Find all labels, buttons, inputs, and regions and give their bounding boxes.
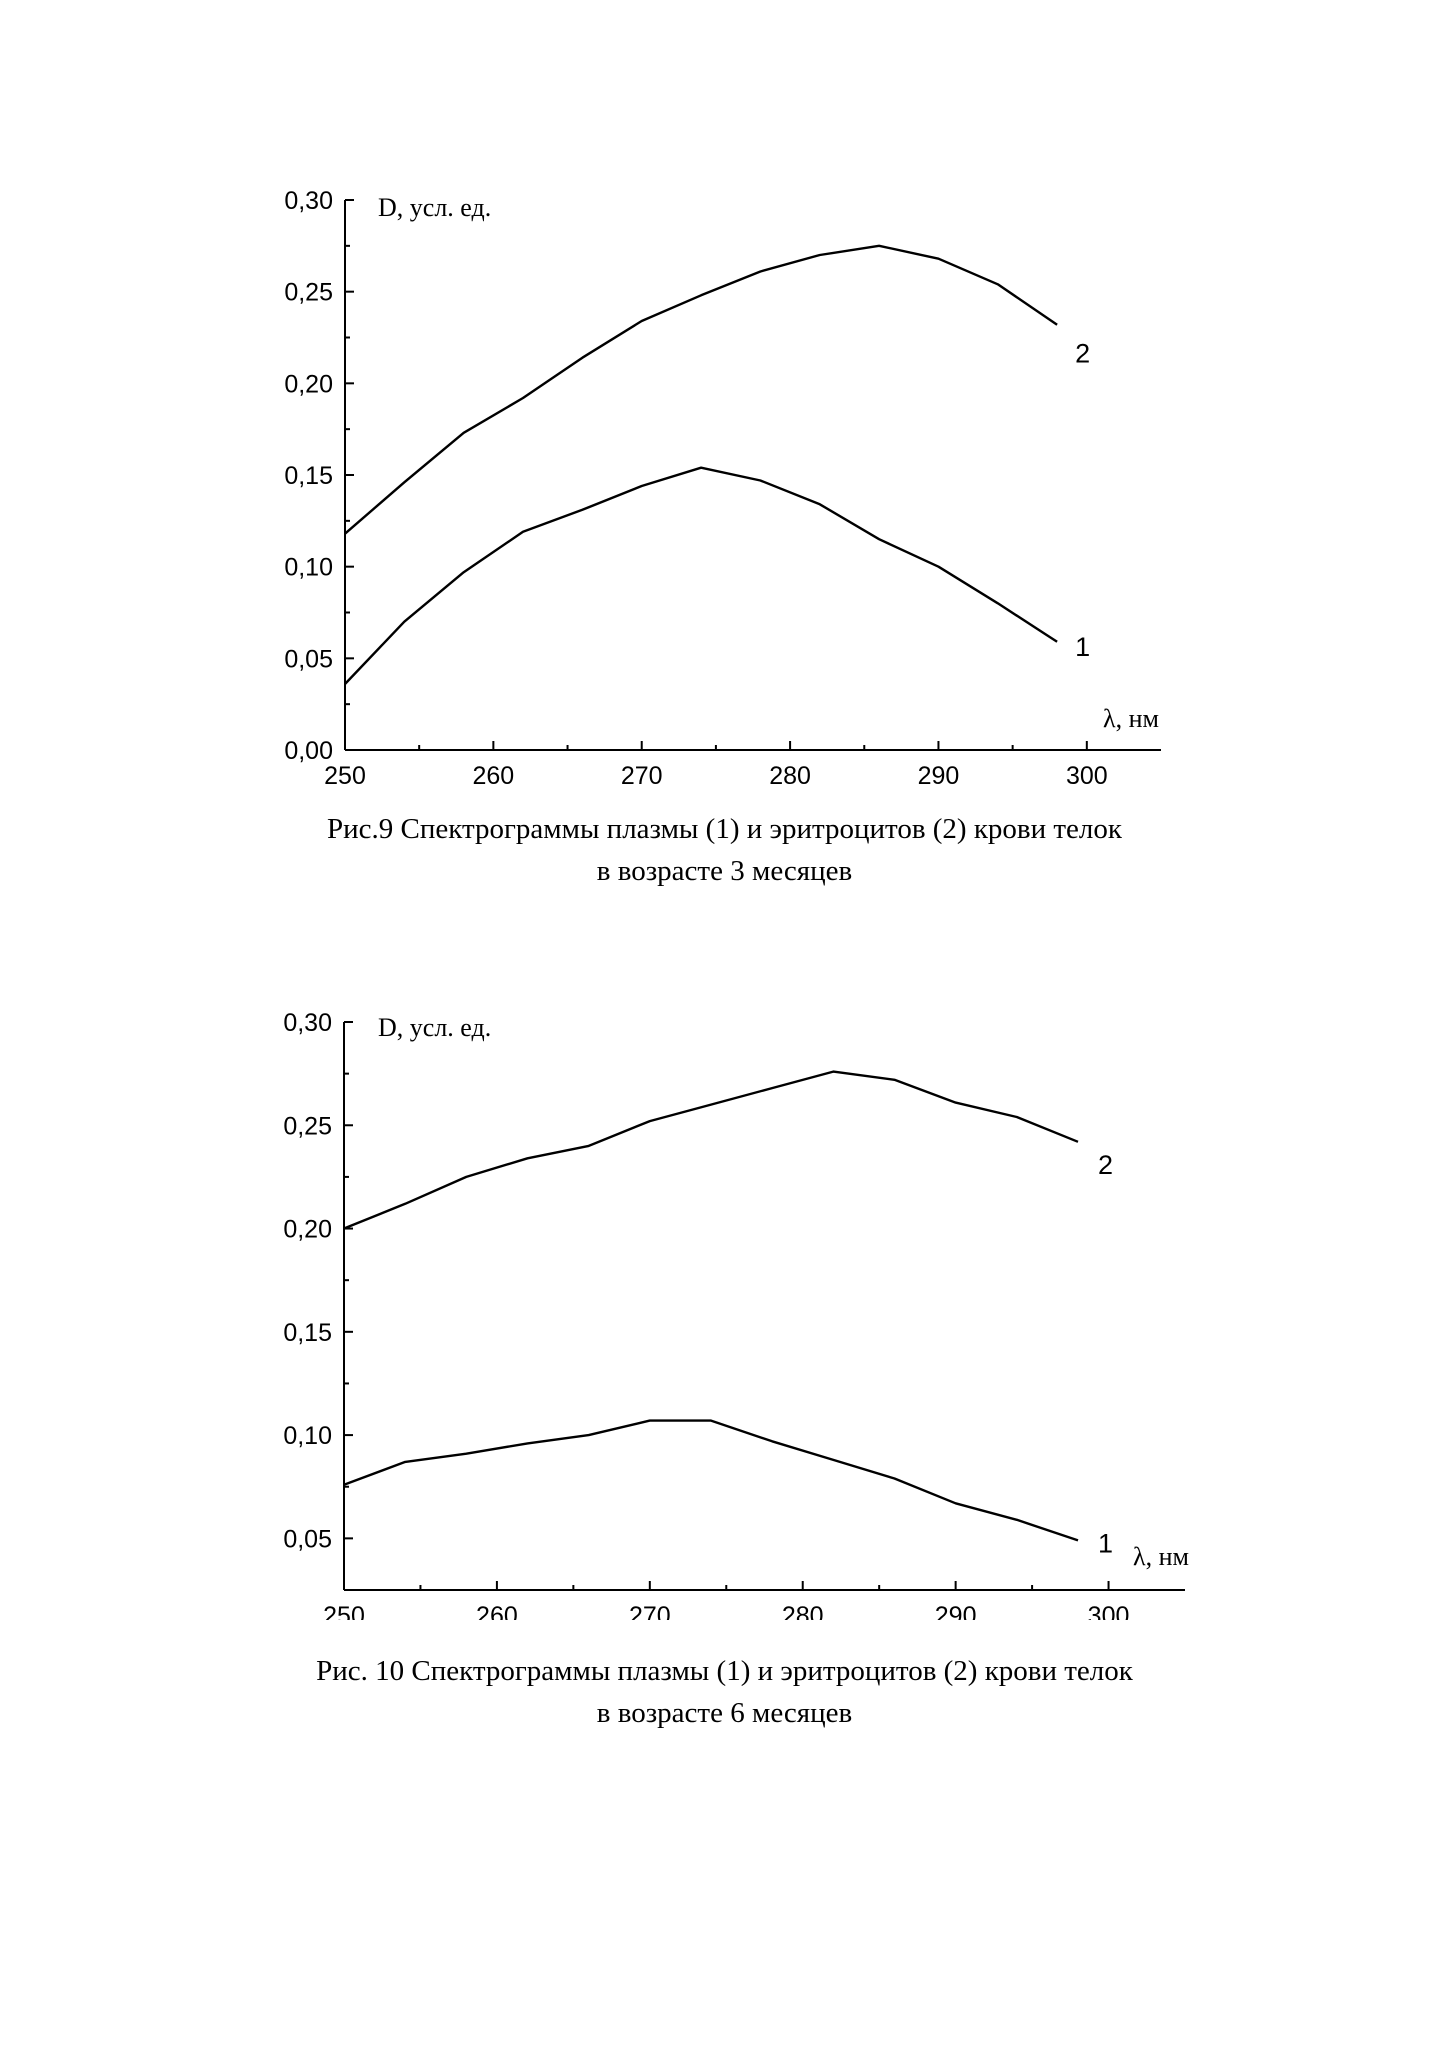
caption-line: в возрасте 3 месяцев <box>596 855 853 887</box>
y-tick-label: 0,30 <box>283 1009 332 1037</box>
x-tick-label: 250 <box>324 762 366 790</box>
x-tick-label: 280 <box>769 762 811 790</box>
series-2-line <box>344 244 1058 535</box>
y-tick-label: 0,20 <box>284 370 333 398</box>
x-tick-label: 300 <box>1088 1602 1130 1620</box>
x-axis-title: λ, нм <box>1133 1542 1189 1571</box>
y-tick-label: 0,25 <box>284 279 333 307</box>
y-tick-label: 0,00 <box>284 737 333 765</box>
series-1-line <box>344 466 1058 685</box>
caption-line: Рис. 10 Спектрограммы плазмы (1) и эритр… <box>316 1655 1133 1687</box>
series-1-label: 1 <box>1098 1528 1113 1558</box>
y-tick-label: 0,10 <box>284 554 333 582</box>
y-tick-label: 0,30 <box>284 187 333 215</box>
x-tick-label: 260 <box>473 762 515 790</box>
caption-line: в возрасте 6 месяцев <box>596 1697 853 1729</box>
x-tick-label: 300 <box>1066 762 1108 790</box>
series-2-label: 2 <box>1098 1150 1113 1180</box>
y-axis-title: D, усл. ед. <box>378 1013 491 1042</box>
y-tick-label: 0,15 <box>283 1319 332 1347</box>
y-tick-label: 0,15 <box>284 462 333 490</box>
caption-line: Рис.9 Спектрограммы плазмы (1) и эритроц… <box>326 813 1122 845</box>
x-tick-label: 260 <box>476 1602 518 1620</box>
x-tick-label: 250 <box>323 1602 365 1620</box>
series-1-label: 1 <box>1075 632 1090 662</box>
y-tick-label: 0,25 <box>283 1112 332 1140</box>
spectrogram-chart-fig9: 0,00 0,05 0,10 0,15 0,20 0,25 0,30 250 260 270 280… <box>284 187 1161 790</box>
y-tick-label: 0,20 <box>283 1216 332 1244</box>
x-tick-label: 290 <box>935 1602 977 1620</box>
x-axis-title: λ, нм <box>1103 704 1159 733</box>
y-tick-label: 0,05 <box>284 645 333 673</box>
figure-caption-fig10: Рис. 10 Спектрограммы плазмы (1) и эритр… <box>0 1650 1449 1734</box>
x-tick-label: 270 <box>621 762 663 790</box>
series-2-line <box>343 1070 1079 1230</box>
y-tick-label: 0,05 <box>283 1525 332 1553</box>
y-tick-label: 0,10 <box>283 1422 332 1450</box>
x-tick-label: 270 <box>629 1602 671 1620</box>
spectrogram-chart-fig10: 0,05 0,10 0,15 0,20 0,25 0,30 250 260 270 280 290 3… <box>283 1009 1189 1620</box>
x-tick-label: 280 <box>782 1602 824 1620</box>
figure-caption-fig9: Рис.9 Спектрограммы плазмы (1) и эритроц… <box>0 808 1449 892</box>
x-tick-label: 290 <box>918 762 960 790</box>
y-axis-title: D, усл. ед. <box>378 193 491 222</box>
series-1-line <box>343 1419 1079 1542</box>
series-2-label: 2 <box>1075 339 1090 369</box>
